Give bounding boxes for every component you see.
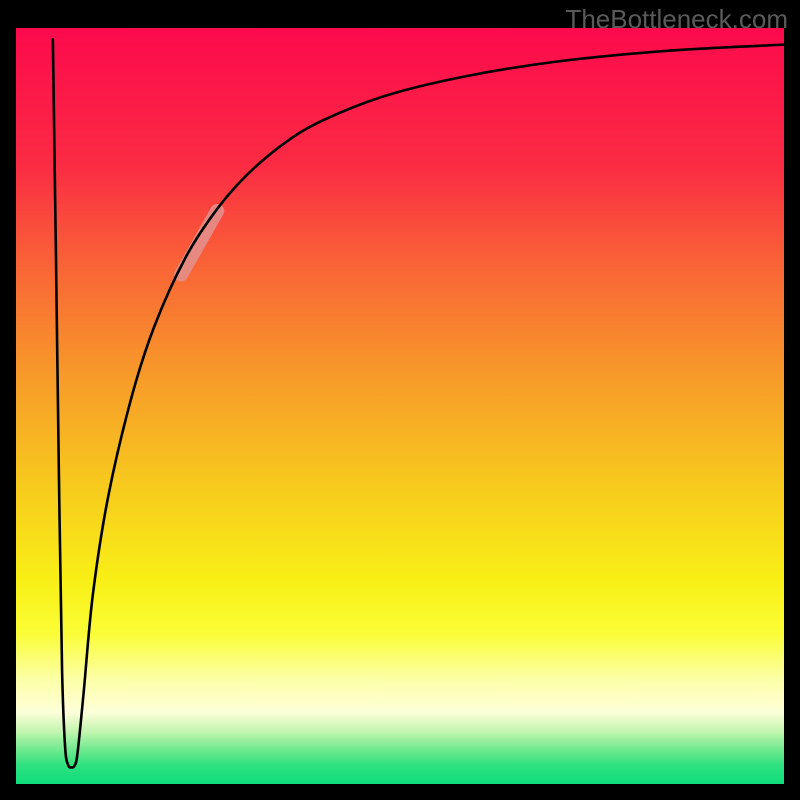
bottleneck-chart	[0, 0, 800, 800]
watermark-text: TheBottleneck.com	[565, 4, 788, 35]
chart-container: TheBottleneck.com	[0, 0, 800, 800]
plot-background	[16, 28, 784, 784]
